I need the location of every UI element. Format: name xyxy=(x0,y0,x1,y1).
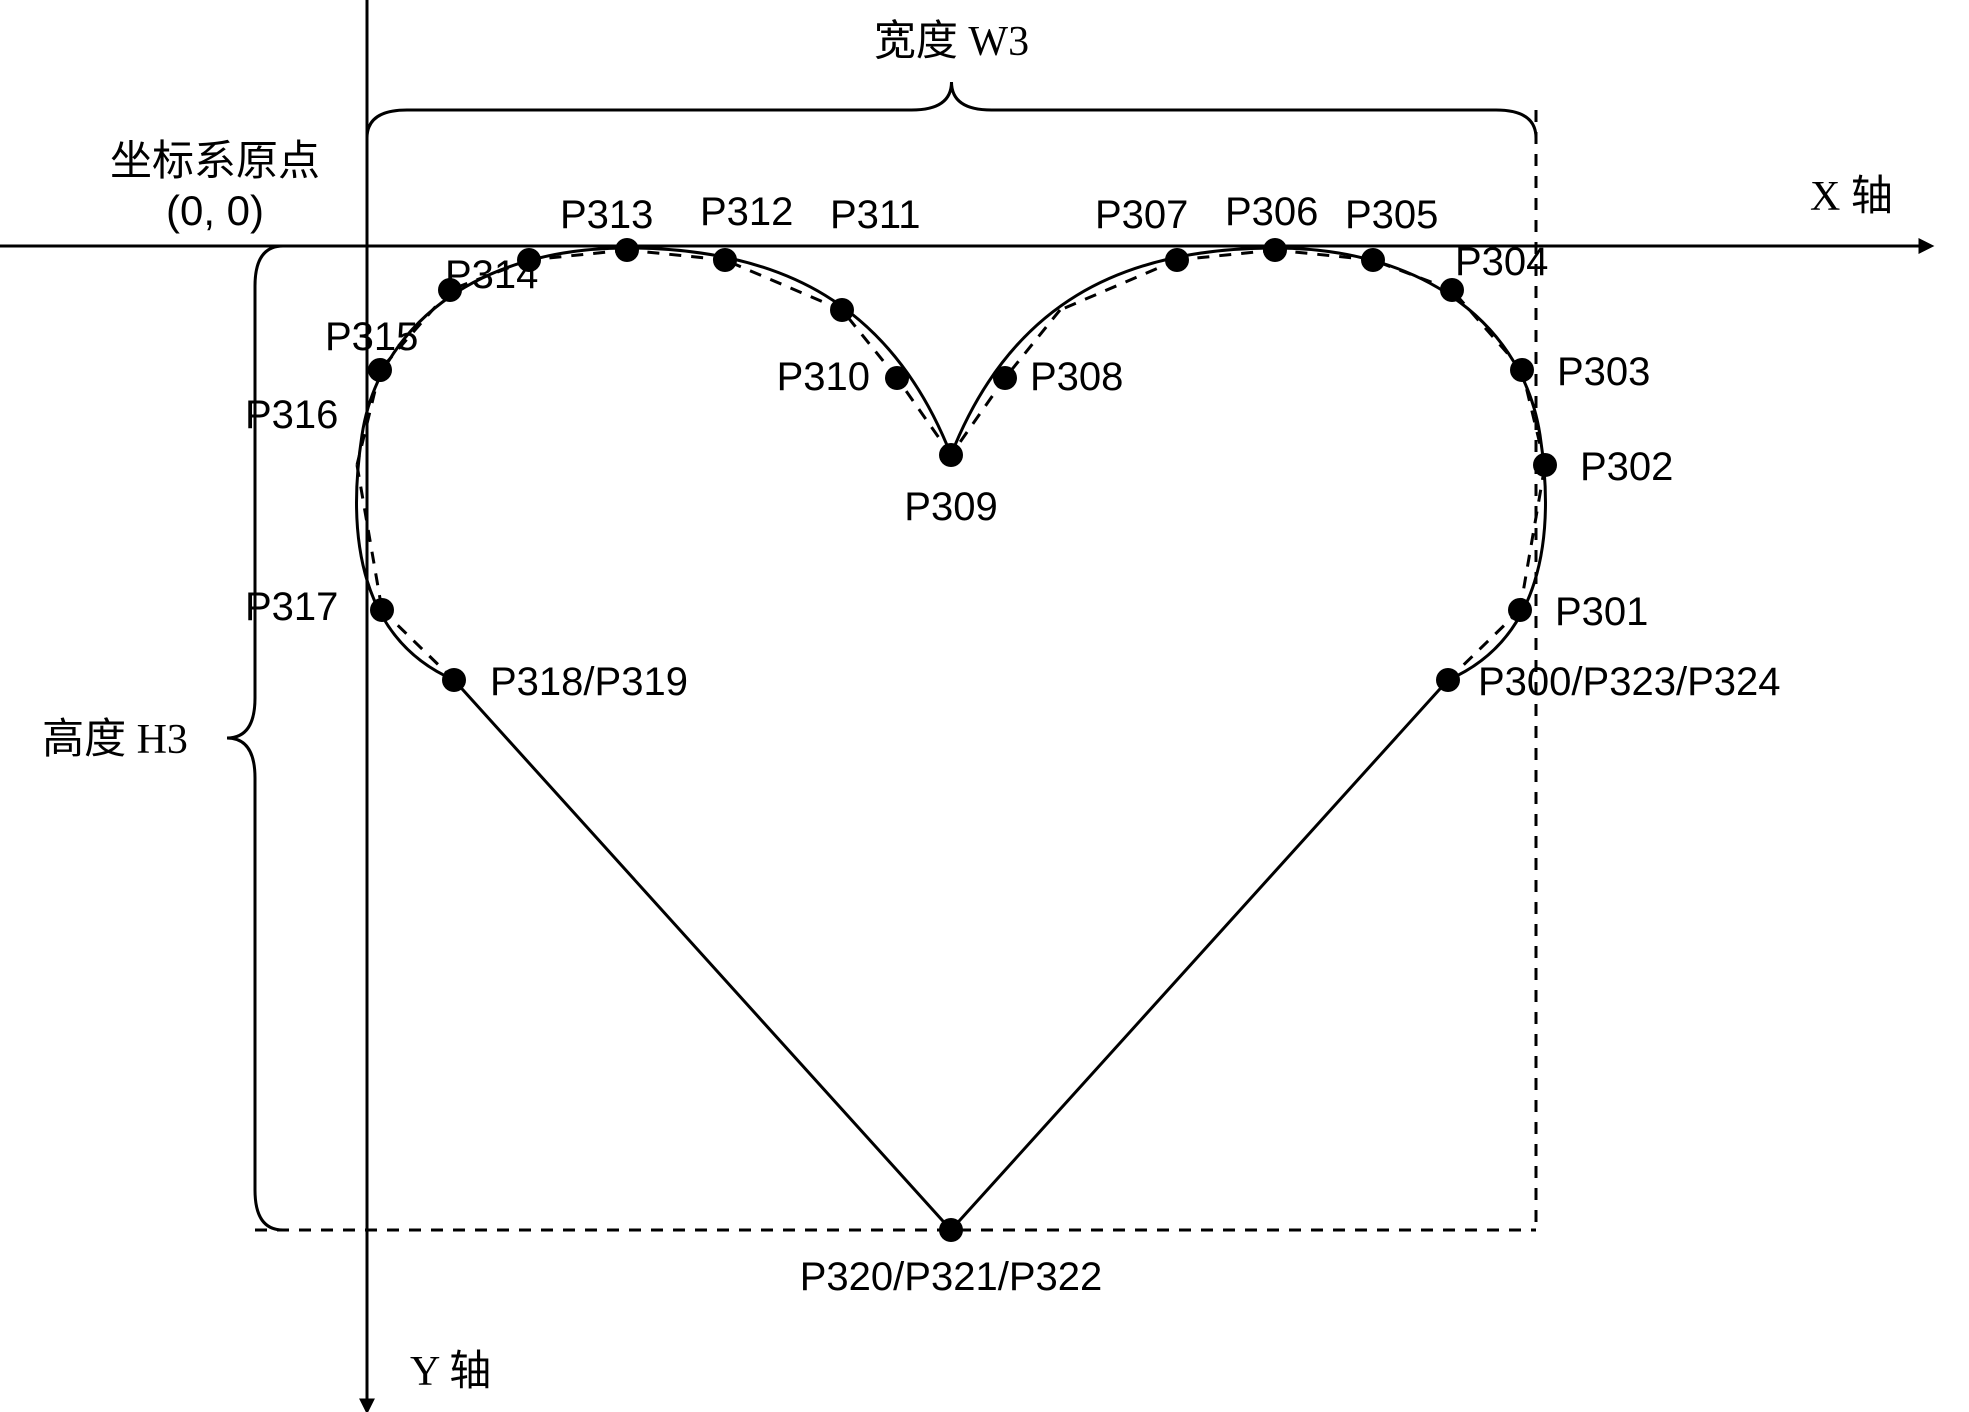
point-label: P302 xyxy=(1580,445,1673,489)
heart-curve xyxy=(357,248,1546,1230)
point-label: P317 xyxy=(245,585,338,629)
control-point xyxy=(1436,668,1460,692)
width-label: 宽度 W3 xyxy=(874,18,1029,65)
origin-label-line1: 坐标系原点 xyxy=(110,139,320,185)
point-label: P310 xyxy=(777,355,870,399)
control-point xyxy=(885,366,909,390)
point-label: P316 xyxy=(245,393,338,437)
control-point xyxy=(442,668,466,692)
y-axis-label: Y 轴 xyxy=(410,1349,491,1395)
control-point xyxy=(1510,358,1534,382)
point-label: P311 xyxy=(830,193,920,237)
point-label: P308 xyxy=(1030,355,1123,399)
control-point xyxy=(1165,248,1189,272)
control-point xyxy=(438,278,462,302)
point-label: P309 xyxy=(904,485,997,529)
control-point xyxy=(368,358,392,382)
control-point xyxy=(615,238,639,262)
point-label: P303 xyxy=(1557,350,1650,394)
point-label: P305 xyxy=(1345,193,1438,237)
origin-label-line2: (0, 0) xyxy=(166,187,264,234)
control-point xyxy=(939,443,963,467)
control-segment xyxy=(1060,260,1177,310)
control-point xyxy=(1508,598,1532,622)
control-point xyxy=(370,598,394,622)
point-label: P312 xyxy=(700,190,793,234)
point-label: P301 xyxy=(1555,590,1648,634)
control-point xyxy=(993,366,1017,390)
point-label: P315 xyxy=(325,315,418,359)
control-segment xyxy=(897,378,951,455)
control-segment xyxy=(382,610,454,680)
point-label: P300/P323/P324 xyxy=(1478,660,1780,704)
control-segment xyxy=(951,378,1005,455)
control-point xyxy=(1533,453,1557,477)
control-point xyxy=(1263,238,1287,262)
point-label: P306 xyxy=(1225,190,1318,234)
control-point xyxy=(939,1218,963,1242)
point-label: P307 xyxy=(1095,193,1188,237)
control-point xyxy=(830,298,854,322)
control-segment xyxy=(725,260,842,310)
point-label: P318/P319 xyxy=(490,660,688,704)
control-point xyxy=(1361,248,1385,272)
point-label: P304 xyxy=(1455,240,1548,284)
height-label: 高度 H3 xyxy=(42,717,188,763)
width-brace xyxy=(367,82,1536,138)
point-label: P313 xyxy=(560,193,653,237)
control-point xyxy=(713,248,737,272)
point-label: P320/P321/P322 xyxy=(800,1255,1102,1299)
x-axis-label: X 轴 xyxy=(1810,174,1893,220)
